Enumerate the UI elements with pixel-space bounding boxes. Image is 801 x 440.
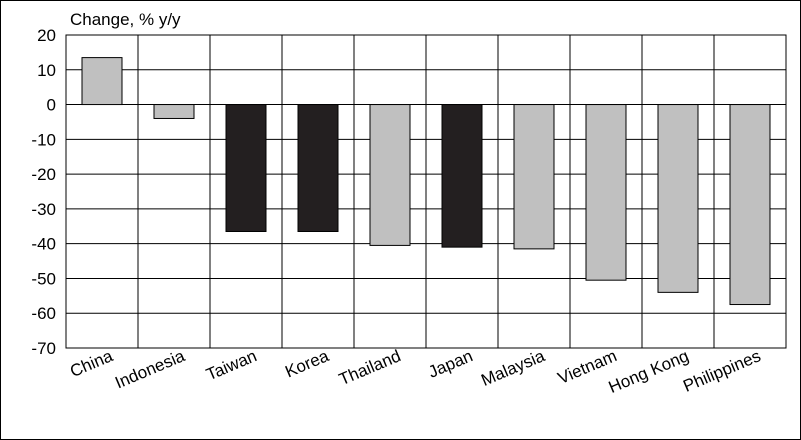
bar-japan (441, 104, 483, 248)
x-tick-label: Indonesia (112, 346, 188, 393)
x-tick-label: Thailand (336, 346, 403, 389)
y-tick-label: -30 (31, 200, 56, 219)
bar-china (81, 57, 123, 106)
x-tick-label: Korea (282, 346, 332, 381)
bar-taiwan (225, 104, 267, 232)
x-tick-label: Taiwan (203, 346, 259, 384)
x-tick-label: Japan (425, 346, 475, 382)
plot-area-border (65, 34, 787, 349)
bars (81, 57, 771, 306)
y-axis-label: Change, % y/y (70, 10, 181, 29)
y-tick-label: -50 (31, 269, 56, 288)
y-tick-label: -20 (31, 165, 56, 184)
y-tick-label: -70 (31, 339, 56, 358)
bar-indonesia (153, 104, 195, 119)
bar-malaysia (513, 104, 555, 250)
bar-hong-kong (657, 104, 699, 293)
y-tick-label: -40 (31, 235, 56, 254)
y-tick-label: 0 (47, 96, 56, 115)
bar-korea (297, 104, 339, 232)
bar-philippines (729, 104, 771, 306)
bar-thailand (369, 104, 411, 246)
y-tick-labels: 20 10 0 -10 -20 -30 -40 -50 -60 -70 (31, 26, 56, 358)
y-tick-label: 20 (37, 26, 56, 45)
y-tick-label: 10 (37, 61, 56, 80)
x-tick-label: Malaysia (478, 346, 548, 390)
y-tick-label: -10 (31, 130, 56, 149)
x-tick-label: Philippines (680, 346, 763, 396)
bar-vietnam (585, 104, 627, 281)
y-tick-label: -60 (31, 304, 56, 323)
x-tick-label: China (67, 346, 116, 381)
x-tick-label: Hong Kong (606, 346, 692, 397)
